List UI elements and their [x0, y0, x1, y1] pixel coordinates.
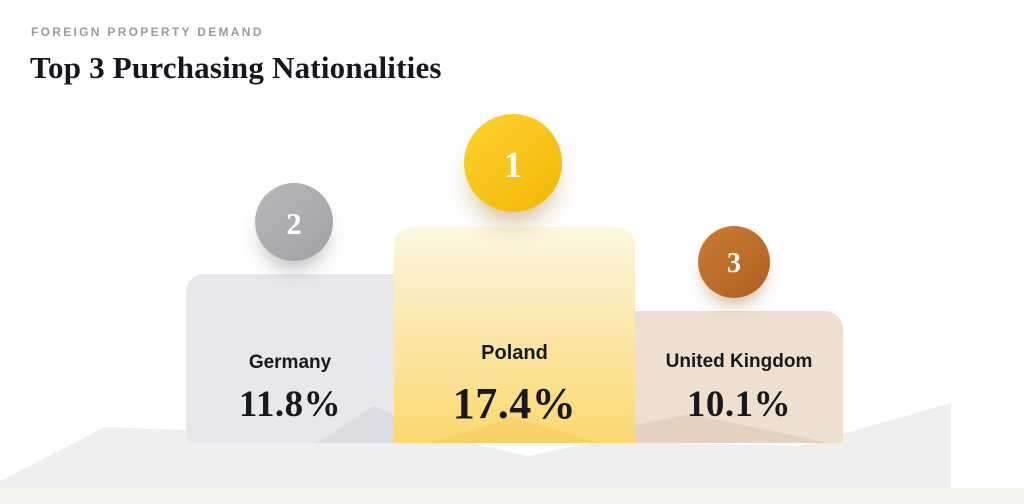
value-label-poland: 17.4% — [452, 379, 577, 428]
page-title: Top 3 Purchasing Nationalities — [30, 50, 442, 85]
rank-3-number: 3 — [727, 248, 741, 279]
rank-3-medal-badge: 3 — [698, 226, 770, 298]
country-label-poland: Poland — [481, 342, 548, 364]
podium-mountain-decoration-poland — [430, 417, 600, 443]
podium-column-germany: Germany 11.8% — [186, 274, 394, 443]
country-label-germany: Germany — [248, 352, 332, 373]
rank-1-number: 1 — [503, 144, 523, 186]
podium-mountain-decoration-united-kingdom — [635, 414, 830, 443]
bottom-band — [0, 488, 1024, 504]
value-label-germany: 11.8% — [238, 384, 342, 425]
rank-2-medal-badge: 2 — [255, 183, 333, 261]
rank-2-number: 2 — [286, 206, 302, 241]
value-label-united-kingdom: 10.1% — [686, 384, 792, 425]
podium-mountain-decoration-germany — [317, 406, 394, 443]
kicker-label: FOREIGN PROPERTY DEMAND — [31, 25, 264, 39]
rank-1-medal-badge: 1 — [464, 114, 562, 212]
podium-column-united-kingdom: United Kingdom 10.1% — [635, 311, 843, 443]
mountain-silhouette — [0, 403, 951, 488]
podium-column-poland: Poland 17.4% — [394, 227, 635, 443]
country-label-united-kingdom: United Kingdom — [665, 351, 813, 372]
